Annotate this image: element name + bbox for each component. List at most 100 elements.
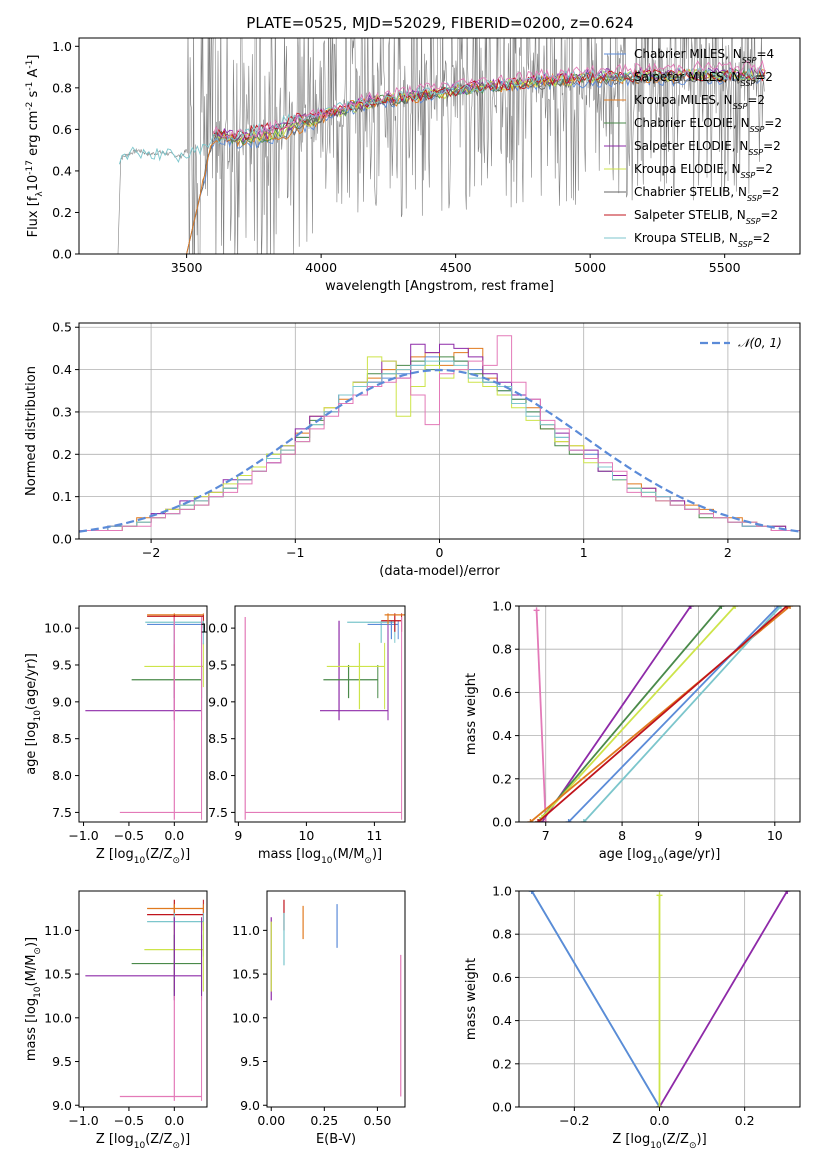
y-tick-label: 0.0 xyxy=(492,815,512,830)
x-axis-label: age [log10(age/yr)] xyxy=(599,847,721,866)
y-tick-label: 0.8 xyxy=(52,80,72,95)
y-tick-label: 9.0 xyxy=(52,1098,72,1113)
gaussian-curve xyxy=(79,368,800,533)
x-tick-label: 0.2 xyxy=(735,1113,755,1128)
x-tick-label: 0.25 xyxy=(310,1113,338,1128)
x-tick-label: −1.0 xyxy=(68,1113,98,1128)
y-tick-label: 0.2 xyxy=(492,1056,512,1071)
x-tick-label: 5000 xyxy=(574,260,606,275)
x-axis-label: E(B-V) xyxy=(316,1132,356,1147)
y-tick-label: 10.5 xyxy=(44,967,72,982)
errorbar-pink xyxy=(119,995,203,1101)
x-tick-label: 0.50 xyxy=(363,1113,391,1128)
y-tick-label: 10.5 xyxy=(232,967,260,982)
x-tick-label: 10 xyxy=(767,828,783,843)
age_vs_Z-frame: −1.0 −0.5 0.0 7.5 8.0 8.5 9.0 9.5 10.0 Z [log10(Z… xyxy=(24,605,208,866)
errorbar-chabrier-elodie xyxy=(131,934,203,996)
weight-line-salpeter-stelib xyxy=(537,606,788,822)
y-tick-label: 0.6 xyxy=(492,685,512,700)
errorbar-salpeter-stelib xyxy=(147,614,204,629)
age_vs_Z-marks xyxy=(85,613,204,820)
y-tick-label: 0.6 xyxy=(52,122,72,137)
y-tick-label: 1.0 xyxy=(492,599,512,614)
residuals-frame: −2 −1 0 1 2 0.0 0.1 0.2 0.3 0.4 0.5 (data-model)/er… xyxy=(24,320,801,579)
y-tick-label: 9.5 xyxy=(240,1054,260,1069)
weight-line-chabrier-miles xyxy=(567,606,780,822)
x-tick-label: 0 xyxy=(436,545,444,560)
x-tick-label: −0.5 xyxy=(114,1113,144,1128)
x-tick-label: 0.00 xyxy=(257,1113,285,1128)
weight-line-chabrier-miles xyxy=(531,891,661,1107)
plot-layer: 3500 4000 4500 5000 5500 0.0 0.2 0.4 0.6 0.8 1.0 wa… xyxy=(24,37,801,1151)
spectrum-frame: 3500 4000 4500 5000 5500 0.0 0.2 0.4 0.6 0.8 1.0 wa… xyxy=(25,37,801,294)
errorbar-pink xyxy=(119,617,203,820)
massweight_vs_Z-frame: −0.2 0.0 0.2 0.0 0.2 0.4 0.6 0.8 1.0 Z [log10(Z/Z… xyxy=(464,884,801,1151)
model-line-kroupa-stelib xyxy=(118,65,766,165)
x-tick-label: 5500 xyxy=(709,260,741,275)
errorbar-salpeter-elodie xyxy=(85,917,203,1001)
x-axis-label: (data-model)/error xyxy=(379,564,500,579)
y-tick-label: 0.8 xyxy=(492,642,512,657)
legend-entry: Chabrier STELIB, NSSP=2 xyxy=(634,185,779,203)
y-tick-label: 0.4 xyxy=(492,728,512,743)
x-axis-label: wavelength [Angstrom, rest frame] xyxy=(325,279,554,294)
residuals-marks xyxy=(79,335,800,533)
y-axis-label: mass weight xyxy=(464,673,479,755)
weight-line-salpeter-elodie xyxy=(658,891,788,1107)
y-tick-label: 9.0 xyxy=(208,694,228,709)
y-tick-label: 0.2 xyxy=(492,771,512,786)
age_vs_mass-marks xyxy=(244,613,405,820)
legend-entry: Kroupa ELODIE, NSSP=2 xyxy=(634,162,773,180)
errorbar-salpeter-stelib xyxy=(147,899,204,931)
y-tick-label: 10.0 xyxy=(200,621,228,636)
y-tick-label: 9.5 xyxy=(208,657,228,672)
x-tick-label: 4500 xyxy=(440,260,472,275)
errorbar-chabrier-elodie xyxy=(323,664,379,699)
y-tick-label: 0.4 xyxy=(52,362,72,377)
mass_vs_EBV-marks xyxy=(270,899,402,1097)
x-tick-label: 3500 xyxy=(171,260,203,275)
y-tick-label: 0.4 xyxy=(52,163,72,178)
legend-entry: Chabrier MILES, NSSP=4 xyxy=(634,47,774,65)
errorbar-kroupa-elodie xyxy=(326,642,386,710)
y-tick-label: 0.0 xyxy=(52,247,72,262)
y-tick-label: 8.5 xyxy=(52,731,72,746)
x-tick-label: −1 xyxy=(286,545,304,560)
legend-entry: 𝒩(0, 1) xyxy=(738,336,782,350)
mass_vs_EBV-border xyxy=(266,890,406,1108)
age_vs_Z-border xyxy=(78,605,208,823)
massweight_vs_Z-marks xyxy=(528,891,791,1107)
spectrum-border xyxy=(78,37,801,255)
massweight_vs_age-frame: 7 8 9 10 0.0 0.2 0.4 0.6 0.8 1.0 age [log10(age/yr… xyxy=(464,599,801,866)
x-tick-label: 7 xyxy=(542,828,550,843)
y-tick-label: 8.5 xyxy=(208,731,228,746)
x-tick-label: 11 xyxy=(366,828,382,843)
y-tick-label: 0.8 xyxy=(492,927,512,942)
errorbar-salpeter-elodie xyxy=(85,624,203,721)
x-tick-label: 1 xyxy=(580,545,588,560)
y-tick-label: 0.6 xyxy=(492,970,512,985)
errorbar-pink xyxy=(244,617,403,820)
y-axis-label: mass [log10(M/M⊙)] xyxy=(24,937,43,1061)
mass_vs_Z-border xyxy=(78,890,208,1108)
x-tick-label: 9 xyxy=(694,828,702,843)
y-tick-label: 0.1 xyxy=(52,489,72,504)
x-tick-label: 0.0 xyxy=(650,1113,670,1128)
errorbar-salpeter-elodie xyxy=(320,620,389,721)
mass_vs_EBV-frame: 0.00 0.25 0.50 9.0 9.5 10.0 10.5 11.0 E(B-V) xyxy=(232,890,406,1147)
massweight_vs_age-marks xyxy=(527,606,794,822)
y-tick-label: 10.0 xyxy=(232,1010,260,1025)
legend-entry: Chabrier ELODIE, NSSP=2 xyxy=(634,116,782,134)
x-tick-label: −0.2 xyxy=(559,1113,589,1128)
legend-entry: Kroupa MILES, NSSP=2 xyxy=(634,93,765,111)
y-axis-label: age [log10(age/yr)] xyxy=(24,653,43,775)
x-tick-label: −1.0 xyxy=(68,828,98,843)
age_vs_mass-frame: 9 10 11 7.5 8.0 8.5 9.0 9.5 10.0 mass [log10(M/M⊙… xyxy=(200,605,406,866)
y-tick-label: 10.0 xyxy=(44,1010,72,1025)
y-tick-label: 0.4 xyxy=(492,1013,512,1028)
model-line-salpeter-stelib xyxy=(213,68,766,143)
y-tick-label: 8.0 xyxy=(52,768,72,783)
weight-line-chabrier-elodie xyxy=(537,606,723,822)
x-axis-label: Z [log10(Z/Z⊙)] xyxy=(96,847,190,866)
